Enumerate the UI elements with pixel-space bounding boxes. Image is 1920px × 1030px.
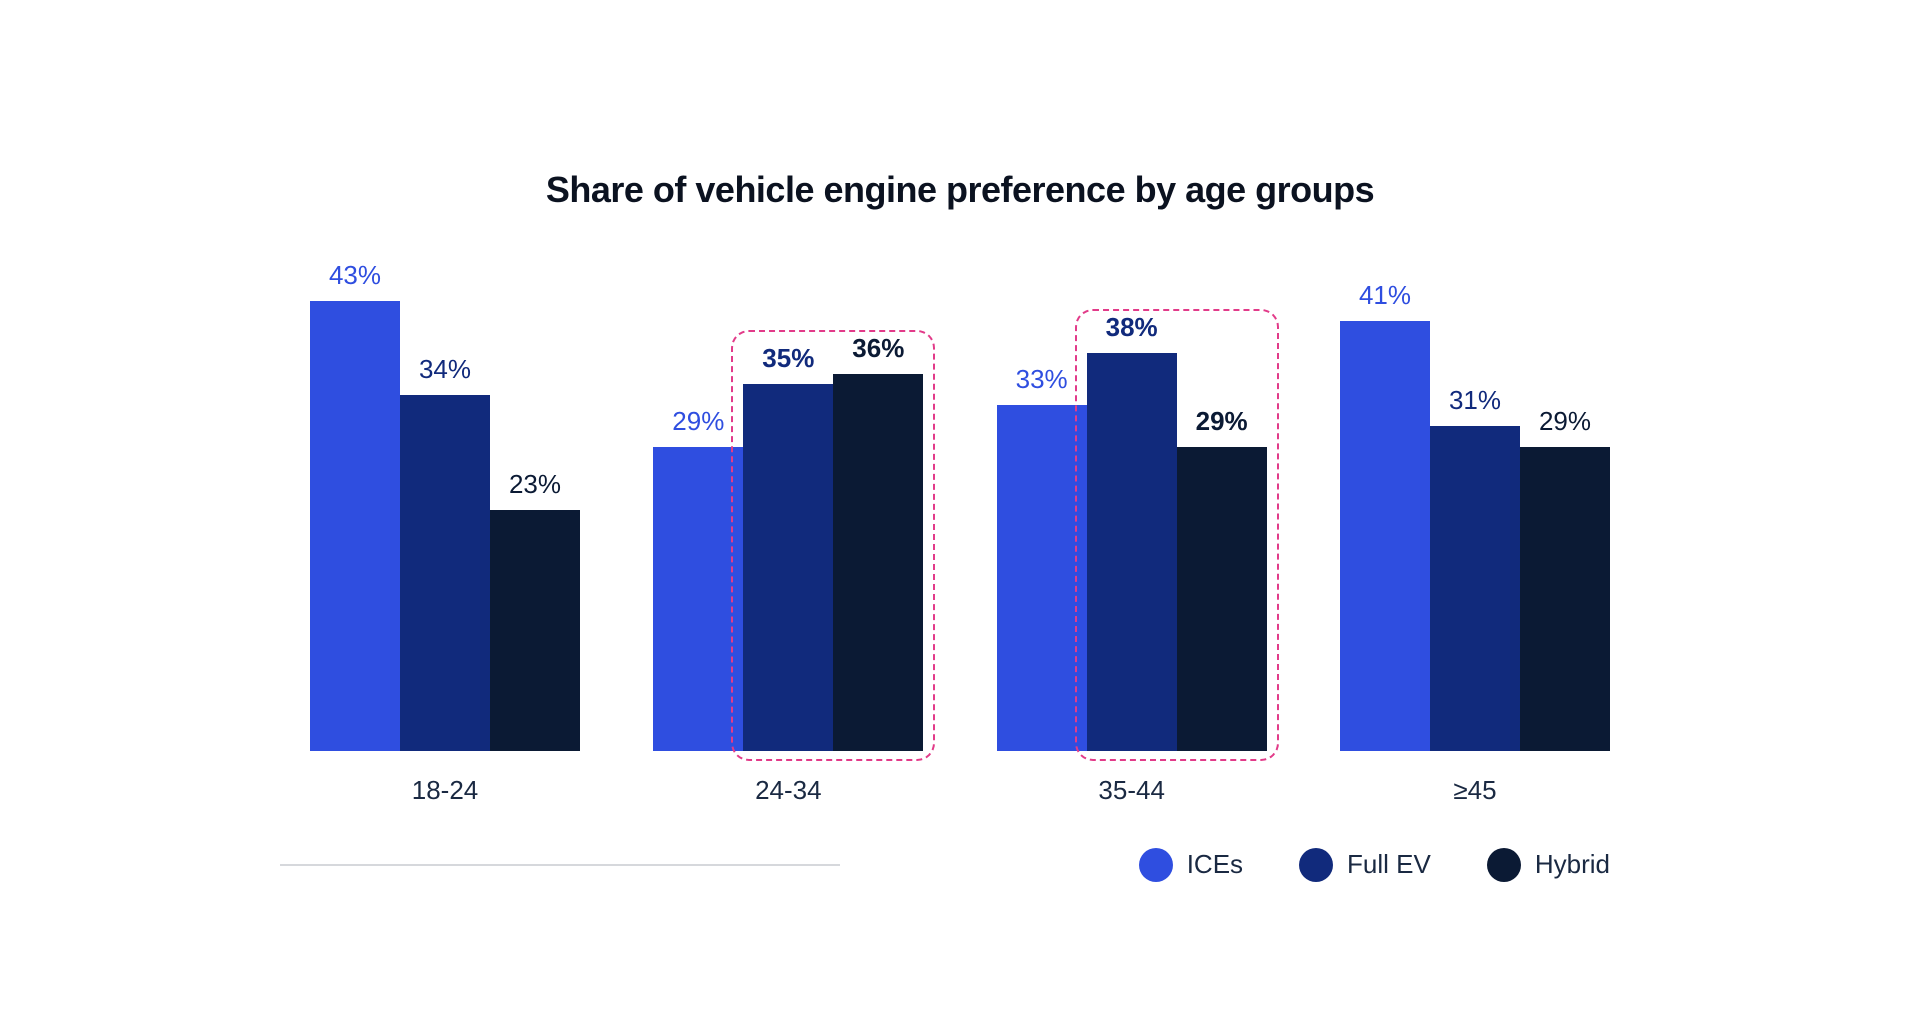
bar-wrap: 29%	[653, 281, 743, 751]
plot-area: 43%34%23%29%35%36%33%38%29%41%31%29%	[270, 281, 1650, 751]
chart-card: Share of vehicle engine preference by ag…	[200, 109, 1720, 922]
footer-ruler	[280, 864, 840, 866]
x-axis-label: 35-44	[997, 775, 1267, 806]
bar-wrap: 23%	[490, 281, 580, 751]
bar-value-label: 23%	[490, 469, 580, 500]
bar-group: 41% 31%29%	[1340, 281, 1610, 751]
bar-group: 43%34% 23%	[310, 281, 580, 751]
x-axis-label: ≥45	[1340, 775, 1610, 806]
legend-swatch	[1487, 848, 1521, 882]
bar	[1087, 353, 1177, 751]
bar	[997, 405, 1087, 750]
bar-value-label: 29%	[1520, 406, 1610, 437]
bar-wrap: 36%	[833, 281, 923, 751]
bar-value-label: 35%	[743, 343, 833, 374]
bar-wrap: 35%	[743, 281, 833, 751]
bar	[490, 510, 580, 751]
bar-group: 29% 35%36%	[653, 281, 923, 751]
bar	[310, 301, 400, 751]
bar-wrap: 34%	[400, 281, 490, 751]
legend-swatch	[1299, 848, 1333, 882]
chart-title: Share of vehicle engine preference by ag…	[270, 169, 1650, 211]
bar-group: 33%38% 29%	[997, 281, 1267, 751]
bar-wrap: 38%	[1087, 281, 1177, 751]
bar	[743, 384, 833, 750]
x-axis-label: 18-24	[310, 775, 580, 806]
legend-label: ICEs	[1187, 849, 1243, 880]
legend-swatch	[1139, 848, 1173, 882]
bar-wrap: 29%	[1520, 281, 1610, 751]
bar	[1520, 447, 1610, 750]
bar	[1340, 321, 1430, 750]
bar	[833, 374, 923, 751]
bar-wrap: 31%	[1430, 281, 1520, 751]
legend-label: Hybrid	[1535, 849, 1610, 880]
legend-item: Hybrid	[1487, 848, 1610, 882]
x-axis-row: 18-24 24-34 35-44 ≥45	[270, 775, 1650, 806]
bar-value-label: 38%	[1087, 312, 1177, 343]
bar-wrap: 33%	[997, 281, 1087, 751]
bar-value-label: 33%	[997, 364, 1087, 395]
bar	[400, 395, 490, 751]
bar-wrap: 29%	[1177, 281, 1267, 751]
bar-value-label: 36%	[833, 333, 923, 364]
bar-wrap: 43%	[310, 281, 400, 751]
bar	[1430, 426, 1520, 750]
bar-value-label: 29%	[653, 406, 743, 437]
legend-item: Full EV	[1299, 848, 1431, 882]
legend-item: ICEs	[1139, 848, 1243, 882]
bar-value-label: 34%	[400, 354, 490, 385]
bar-value-label: 29%	[1177, 406, 1267, 437]
chart-footer: ICEs Full EV Hybrid	[270, 848, 1650, 882]
bar-value-label: 41%	[1340, 280, 1430, 311]
bar-value-label: 31%	[1430, 385, 1520, 416]
legend: ICEs Full EV Hybrid	[1139, 848, 1610, 882]
bar-wrap: 41%	[1340, 281, 1430, 751]
bar	[653, 447, 743, 750]
legend-label: Full EV	[1347, 849, 1431, 880]
bar	[1177, 447, 1267, 750]
bar-value-label: 43%	[310, 260, 400, 291]
x-axis-label: 24-34	[653, 775, 923, 806]
